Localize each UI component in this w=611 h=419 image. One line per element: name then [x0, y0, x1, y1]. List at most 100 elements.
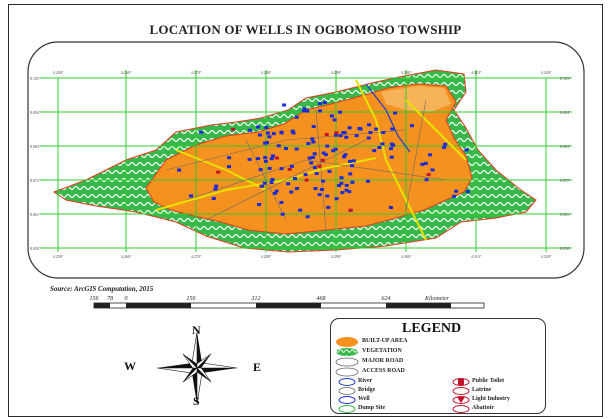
well-marker — [320, 158, 325, 162]
svg-text:8.105°: 8.105° — [560, 76, 571, 81]
well-marker — [280, 212, 285, 216]
well-marker — [350, 180, 355, 184]
legend-item-access-road: ACCESS ROAD — [362, 368, 405, 374]
well-marker — [368, 131, 373, 134]
well-marker — [337, 184, 342, 187]
dump-site-icon — [338, 405, 356, 413]
well-marker — [271, 154, 275, 158]
well-marker — [258, 168, 263, 172]
well-marker — [213, 187, 218, 191]
svg-text:8.094°: 8.094° — [560, 110, 571, 115]
well-marker — [326, 205, 331, 209]
well-marker — [272, 191, 277, 195]
well-marker — [333, 133, 338, 137]
well-marker — [321, 151, 326, 155]
well-marker — [377, 146, 382, 149]
well-marker — [424, 178, 429, 182]
well-marker — [329, 114, 334, 118]
well-marker — [317, 164, 322, 168]
svg-text:8.083°: 8.083° — [30, 144, 41, 149]
well-marker — [293, 177, 297, 180]
well-marker — [248, 128, 253, 132]
well-marker — [290, 164, 294, 168]
vegetation-swatch — [336, 348, 358, 356]
svg-text:4.310°: 4.310° — [471, 70, 482, 75]
well-marker — [342, 131, 347, 135]
well-marker — [306, 142, 311, 145]
well-marker — [311, 155, 315, 159]
well-marker — [372, 149, 377, 153]
well-marker — [305, 215, 310, 219]
well-marker — [430, 168, 435, 172]
scale-tick-label: 312 — [251, 296, 261, 302]
well-marker — [216, 170, 221, 174]
well-marker — [231, 127, 236, 131]
compass-rose-icon — [156, 331, 238, 405]
well-marker — [263, 141, 268, 145]
well-marker — [211, 197, 216, 200]
well-icon — [338, 396, 356, 404]
svg-text:8.050°: 8.050° — [30, 246, 41, 251]
well-marker — [287, 167, 292, 171]
well-marker — [289, 190, 294, 194]
bridge-icon — [338, 387, 356, 395]
legend-item-abattoir: Abattoir — [472, 405, 494, 411]
well-marker — [319, 188, 324, 191]
well-marker — [342, 155, 347, 159]
well-marker — [332, 118, 337, 122]
svg-text:4.270°: 4.270° — [191, 254, 202, 259]
well-marker — [322, 101, 327, 104]
legend-box — [330, 318, 546, 414]
access-road-symbol — [335, 367, 359, 377]
map-title: LOCATION OF WELLS IN OGBOMOSO TOWSHIP — [149, 22, 462, 37]
well-marker — [454, 189, 459, 193]
well-marker — [452, 194, 457, 198]
well-marker — [279, 201, 284, 204]
well-marker — [389, 155, 394, 159]
well-marker — [324, 133, 329, 137]
scale-tick-label: 468 — [317, 295, 326, 302]
legend-item-river: River — [358, 378, 373, 384]
well-marker — [271, 132, 276, 136]
svg-text:4.270°: 4.270° — [191, 70, 202, 75]
well-marker — [428, 153, 433, 157]
well-marker — [214, 184, 219, 188]
well-marker — [274, 189, 279, 193]
svg-text:4.310°: 4.310° — [471, 254, 482, 259]
legend-item-public-toilet: Public Toilet — [472, 378, 505, 384]
well-marker — [338, 134, 343, 138]
legend-item-light-industry: Light Industry — [472, 396, 510, 402]
well-marker — [338, 110, 342, 114]
well-marker — [284, 147, 288, 150]
access-roads — [165, 99, 447, 231]
built-up-area-swatch — [336, 337, 358, 347]
well-marker — [318, 102, 322, 105]
well-marker — [339, 176, 344, 180]
svg-text:4.280°: 4.280° — [261, 70, 272, 75]
well-marker — [318, 109, 322, 113]
well-marker — [267, 166, 272, 170]
svg-text:4.250°: 4.250° — [53, 254, 64, 259]
major-road-symbol — [335, 357, 359, 367]
well-marker — [177, 168, 182, 172]
well-marker — [227, 156, 232, 160]
well-marker — [366, 136, 371, 140]
well-marker — [301, 109, 306, 113]
well-marker — [388, 206, 393, 209]
well-marker — [290, 129, 295, 133]
well-marker — [334, 131, 339, 135]
well-marker — [279, 167, 284, 171]
grid-labels: 4.250° 4.260° 4.270° 4.280° 4.290° 4.300… — [30, 70, 571, 259]
legend-title: LEGEND — [402, 321, 462, 336]
map-area: 4.250° 4.260° 4.270° 4.280° 4.290° 4.300… — [27, 41, 585, 279]
wells-layer — [177, 101, 470, 219]
svg-text:4.320°: 4.320° — [541, 254, 552, 259]
well-marker — [351, 159, 356, 163]
well-marker — [426, 173, 431, 177]
well-marker — [265, 131, 270, 135]
scale-unit-label: Kilometer — [424, 296, 450, 302]
scale-tick-label: 0 — [125, 296, 128, 302]
well-marker — [313, 187, 318, 190]
river-line — [365, 83, 411, 153]
well-marker — [390, 142, 394, 146]
